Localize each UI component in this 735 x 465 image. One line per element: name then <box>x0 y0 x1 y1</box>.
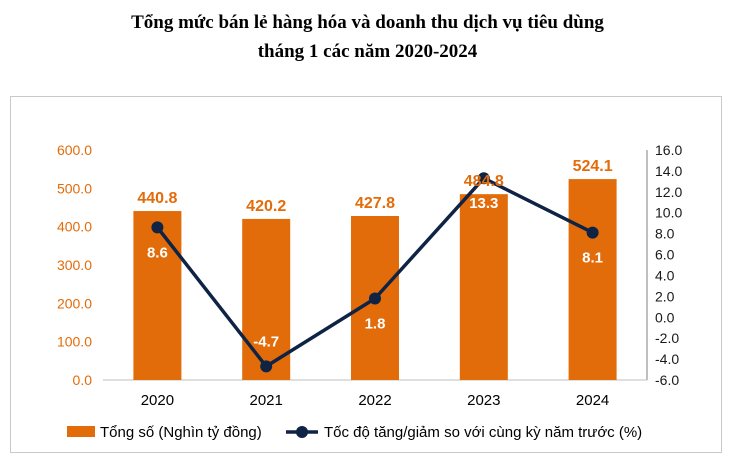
growth-point <box>586 226 599 239</box>
right-axis-tick-label: 2.0 <box>655 288 675 304</box>
right-axis-tick-label: -6.0 <box>655 372 679 388</box>
growth-data-label: 1.8 <box>365 315 386 332</box>
growth-data-label: -4.7 <box>253 333 279 350</box>
bar-data-label: 524.1 <box>573 158 613 175</box>
bar-data-label: 420.2 <box>246 198 286 215</box>
legend-swatch-bar <box>67 426 95 437</box>
growth-data-label: 8.6 <box>147 244 168 261</box>
bar-data-label: 484.8 <box>464 173 504 190</box>
bar <box>459 194 508 380</box>
chart-title: Tổng mức bán lẻ hàng hóa và doanh thu dị… <box>0 8 735 66</box>
right-axis-tick-label: 16.0 <box>655 142 682 158</box>
right-axis-tick-label: -2.0 <box>655 330 679 346</box>
x-axis-label: 2021 <box>250 392 283 409</box>
x-axis-label: 2022 <box>358 392 391 409</box>
left-axis-tick-label: 100.0 <box>57 334 92 350</box>
x-axis-label: 2020 <box>141 392 174 409</box>
chart-title-line2: tháng 1 các năm 2020-2024 <box>257 41 478 62</box>
bar <box>568 179 617 380</box>
right-axis-tick-label: 14.0 <box>655 163 682 179</box>
left-axis-tick-label: 500.0 <box>57 180 92 196</box>
growth-data-label: 13.3 <box>469 195 498 212</box>
growth-point <box>477 172 490 185</box>
chart-frame <box>10 96 722 453</box>
right-axis-tick-label: 12.0 <box>655 184 682 200</box>
right-axis-tick-label: 8.0 <box>655 226 675 242</box>
bar <box>133 211 182 380</box>
left-axis-tick-label: 300.0 <box>57 257 92 273</box>
bar <box>242 218 291 380</box>
left-axis-tick-label: 400.0 <box>57 219 92 235</box>
growth-point <box>151 221 164 234</box>
x-axis-label: 2024 <box>576 392 609 409</box>
bar-data-label: 427.8 <box>355 195 395 212</box>
legend-label-bar: Tổng số (Nghìn tỷ đồng) <box>100 424 262 441</box>
growth-point <box>260 360 273 373</box>
right-axis-tick-label: 10.0 <box>655 205 682 221</box>
chart-title-line1: Tổng mức bán lẻ hàng hóa và doanh thu dị… <box>131 12 604 33</box>
growth-data-label: 8.1 <box>582 250 603 267</box>
right-axis-tick-label: 4.0 <box>655 267 675 283</box>
right-axis-tick-label: 0.0 <box>655 309 675 325</box>
legend-label-line: Tốc độ tăng/giảm so với cùng kỳ năm trướ… <box>324 424 642 441</box>
legend-swatch-point <box>296 426 308 438</box>
right-axis-tick-label: 6.0 <box>655 247 675 263</box>
growth-point <box>369 292 381 305</box>
bar-data-label: 440.8 <box>137 190 177 207</box>
left-axis-tick-label: 0.0 <box>73 372 93 388</box>
right-axis-tick-label: -4.0 <box>655 351 679 367</box>
left-axis-tick-label: 200.0 <box>57 295 92 311</box>
left-axis-tick-label: 600.0 <box>57 142 92 158</box>
x-axis-label: 2023 <box>467 392 500 409</box>
